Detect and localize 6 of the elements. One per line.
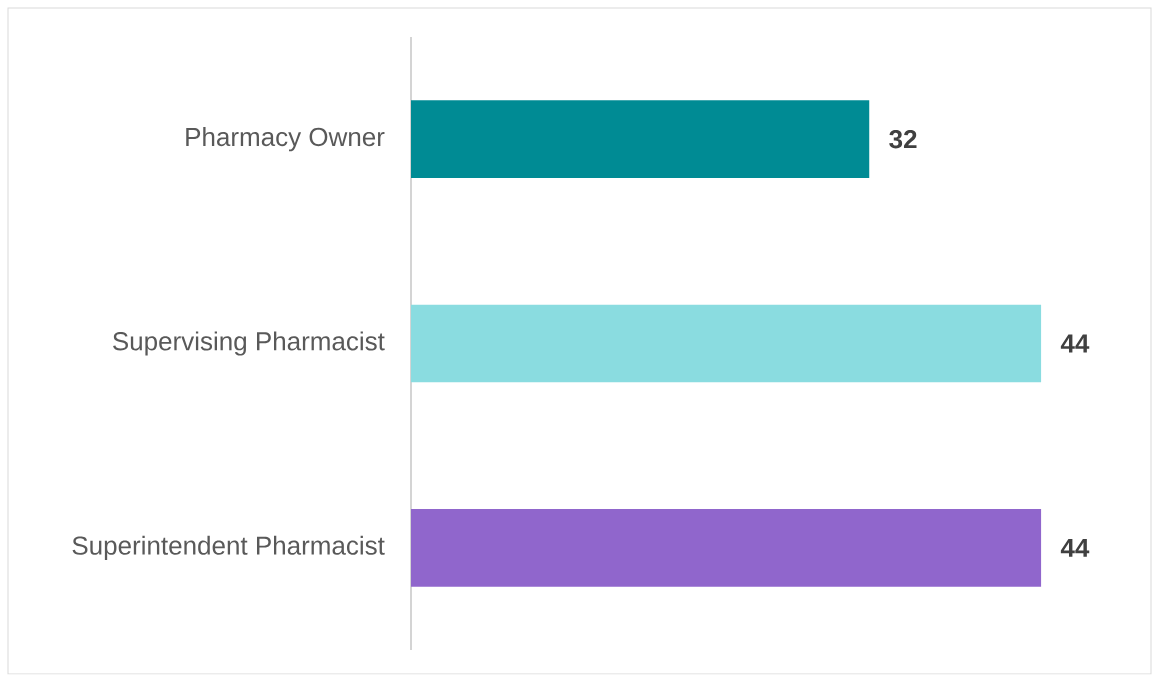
y-tick-label: Supervising Pharmacist [113, 331, 385, 356]
data-label: 32 [889, 129, 917, 149]
data-label: 44 [1060, 334, 1090, 353]
data-label: 44 [1060, 538, 1090, 557]
y-tick-label: Superintendent Pharmacist [72, 535, 385, 560]
y-tick-label: Pharmacy Owner [186, 127, 385, 152]
